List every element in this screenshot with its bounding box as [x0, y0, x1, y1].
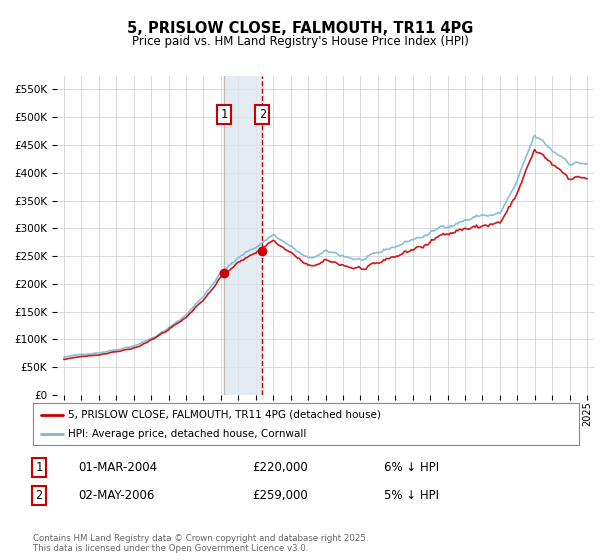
Text: 1: 1 [220, 108, 227, 121]
Text: 6% ↓ HPI: 6% ↓ HPI [384, 461, 439, 474]
Text: 02-MAY-2006: 02-MAY-2006 [78, 489, 154, 502]
Bar [224, 76, 262, 395]
Text: £220,000: £220,000 [252, 461, 308, 474]
Text: 2: 2 [259, 108, 266, 121]
Text: 1: 1 [35, 461, 43, 474]
Text: Price paid vs. HM Land Registry's House Price Index (HPI): Price paid vs. HM Land Registry's House … [131, 35, 469, 48]
Text: Contains HM Land Registry data © Crown copyright and database right 2025.
This d: Contains HM Land Registry data © Crown c… [33, 534, 368, 553]
Text: 5% ↓ HPI: 5% ↓ HPI [384, 489, 439, 502]
Text: 5, PRISLOW CLOSE, FALMOUTH, TR11 4PG: 5, PRISLOW CLOSE, FALMOUTH, TR11 4PG [127, 21, 473, 36]
Text: £259,000: £259,000 [252, 489, 308, 502]
Text: 5, PRISLOW CLOSE, FALMOUTH, TR11 4PG (detached house): 5, PRISLOW CLOSE, FALMOUTH, TR11 4PG (de… [68, 409, 382, 419]
Text: HPI: Average price, detached house, Cornwall: HPI: Average price, detached house, Corn… [68, 429, 307, 439]
Text: 2: 2 [35, 489, 43, 502]
Text: 01-MAR-2004: 01-MAR-2004 [78, 461, 157, 474]
